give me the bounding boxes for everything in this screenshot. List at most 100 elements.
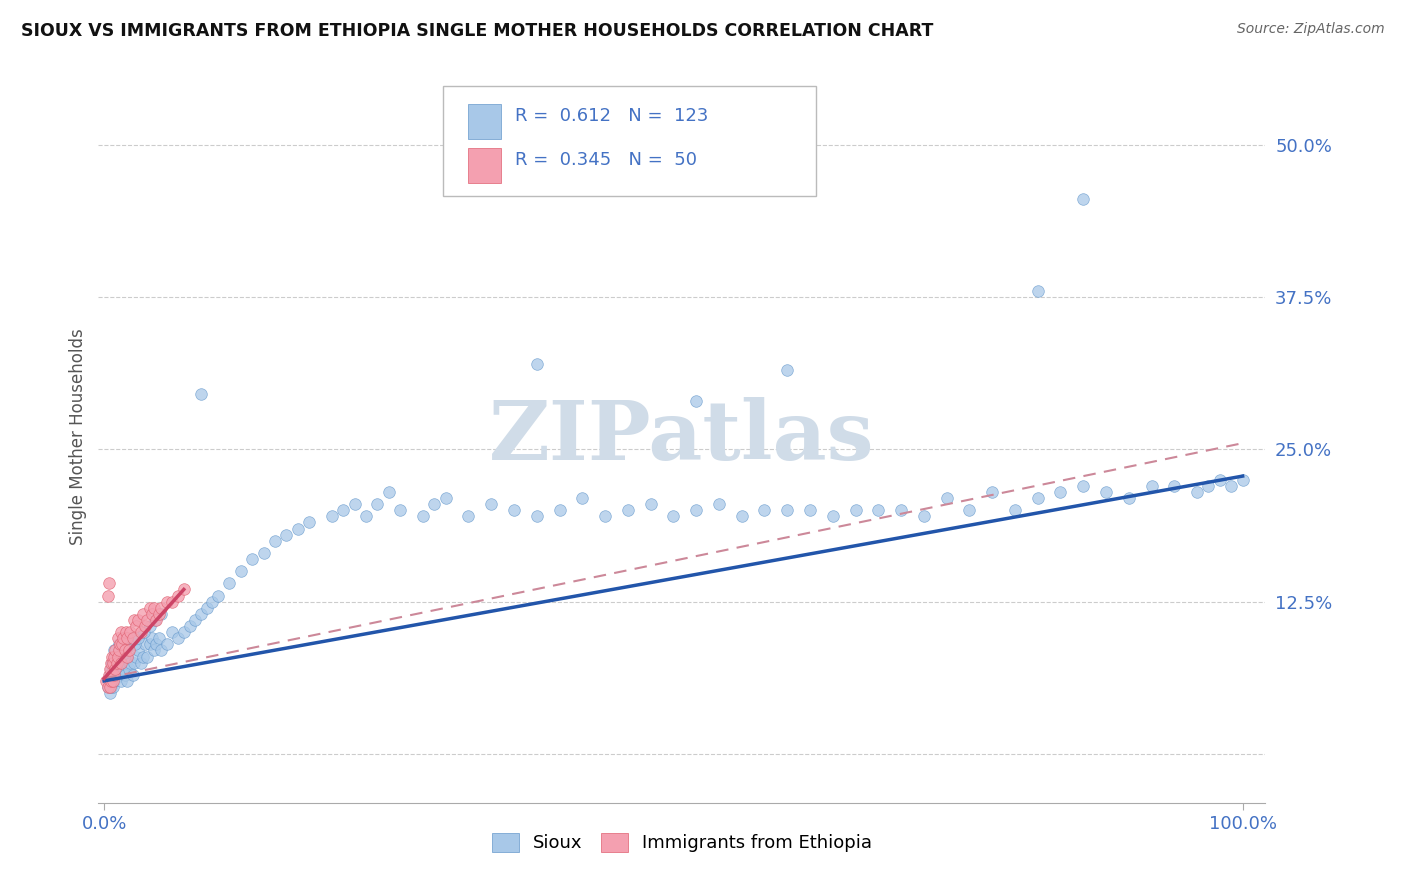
Point — [935, 491, 957, 505]
Point — [103, 656, 125, 670]
Point — [143, 613, 166, 627]
Point — [96, 680, 118, 694]
Point — [101, 656, 124, 670]
Point — [1026, 491, 1049, 505]
Point — [115, 673, 138, 688]
Point — [110, 625, 132, 640]
Point — [125, 619, 148, 633]
Point — [1071, 479, 1094, 493]
Point — [143, 600, 166, 615]
Point — [1220, 479, 1243, 493]
Point — [1185, 485, 1208, 500]
Point — [114, 643, 136, 657]
Point — [201, 594, 224, 608]
Point — [103, 667, 125, 681]
Point — [190, 387, 212, 401]
Point — [503, 503, 526, 517]
Point — [114, 625, 136, 640]
Point — [981, 485, 1004, 500]
Point — [108, 637, 131, 651]
Point — [107, 632, 129, 646]
Point — [799, 503, 821, 517]
Point — [195, 600, 218, 615]
Point — [105, 662, 128, 676]
Point — [112, 632, 135, 646]
Point — [707, 497, 730, 511]
Point — [108, 656, 131, 670]
Point — [145, 637, 167, 651]
FancyBboxPatch shape — [443, 86, 815, 195]
Point — [479, 497, 502, 511]
Point — [103, 673, 125, 688]
Point — [240, 552, 263, 566]
Point — [252, 546, 274, 560]
Point — [150, 607, 173, 621]
Y-axis label: Single Mother Households: Single Mother Households — [69, 329, 87, 545]
Point — [912, 509, 935, 524]
Point — [115, 649, 138, 664]
Point — [100, 656, 122, 670]
Point — [105, 656, 128, 670]
Point — [685, 393, 707, 408]
Point — [115, 632, 138, 646]
Point — [593, 509, 616, 524]
Point — [122, 656, 145, 670]
Point — [111, 637, 134, 651]
Point — [1198, 479, 1220, 493]
Point — [434, 491, 457, 505]
Point — [526, 509, 548, 524]
Point — [104, 643, 127, 657]
Point — [100, 662, 122, 676]
Point — [141, 632, 163, 646]
Point — [101, 649, 124, 664]
Point — [389, 503, 412, 517]
Point — [776, 503, 799, 517]
Point — [98, 686, 121, 700]
Point — [179, 619, 201, 633]
Point — [173, 625, 195, 640]
Point — [1004, 503, 1026, 517]
Point — [207, 589, 229, 603]
Point — [162, 625, 184, 640]
Point — [332, 503, 354, 517]
Point — [132, 607, 155, 621]
Point — [97, 576, 120, 591]
Point — [298, 516, 321, 530]
Point — [107, 649, 129, 664]
Point — [114, 643, 136, 657]
Point — [890, 503, 912, 517]
Legend: Sioux, Immigrants from Ethiopia: Sioux, Immigrants from Ethiopia — [485, 826, 879, 860]
Point — [287, 521, 309, 535]
Point — [110, 656, 132, 670]
Text: ZIPatlas: ZIPatlas — [489, 397, 875, 477]
Point — [1071, 192, 1094, 206]
Point — [108, 637, 131, 651]
Point — [156, 594, 179, 608]
Point — [104, 649, 127, 664]
Point — [101, 656, 124, 670]
Point — [115, 649, 138, 664]
Point — [457, 509, 479, 524]
Point — [117, 637, 139, 651]
Point — [276, 527, 298, 541]
Point — [377, 485, 399, 500]
Point — [121, 632, 143, 646]
Point — [1118, 491, 1140, 505]
Point — [103, 680, 125, 694]
Point — [136, 649, 159, 664]
Point — [111, 649, 134, 664]
Point — [121, 667, 143, 681]
Point — [264, 533, 287, 548]
Point — [108, 662, 131, 676]
Point — [118, 662, 141, 676]
Point — [1095, 485, 1118, 500]
Point — [136, 613, 159, 627]
Point — [132, 625, 155, 640]
FancyBboxPatch shape — [468, 147, 501, 183]
Text: R =  0.345   N =  50: R = 0.345 N = 50 — [515, 151, 697, 169]
Point — [145, 613, 167, 627]
Text: R =  0.612   N =  123: R = 0.612 N = 123 — [515, 107, 709, 125]
Point — [548, 503, 571, 517]
Point — [150, 643, 173, 657]
Point — [868, 503, 890, 517]
